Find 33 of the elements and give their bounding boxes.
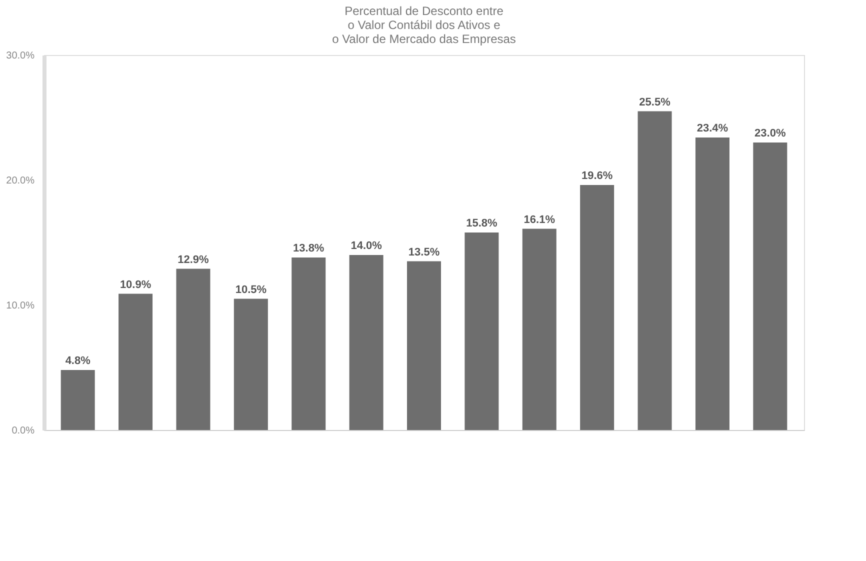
data-label: 14.0% [350,240,382,252]
y-tick-label: 0.0% [12,426,35,436]
bar [292,258,326,430]
bar [176,268,210,430]
data-label: 10.5% [235,284,267,296]
data-label: 4.8% [65,355,91,367]
text: o Valor de Mercado das Empresas [332,32,516,46]
bar [407,261,441,430]
bar [349,255,384,430]
bar [234,298,268,430]
bar [522,228,556,430]
data-label: 15.8% [466,218,498,230]
data-label: 13.5% [408,246,440,258]
data-label: 25.5% [639,96,671,108]
bar [118,294,153,430]
data-label: 13.8% [293,242,324,254]
text: o Valor Contábil dos Ativos e [348,18,500,32]
bar [464,232,499,430]
y-tick-label: 30.0% [6,50,35,62]
y-tick-label: 20.0% [6,176,35,186]
text: Percentual de Desconto entre [344,4,504,18]
data-label: 12.9% [178,254,210,266]
data-label: 10.9% [120,278,152,291]
y-tick-label: 10.0% [6,300,35,312]
bar [60,370,95,430]
bar [753,142,788,430]
data-label: 23.0% [754,128,786,140]
bar [695,138,730,430]
data-label: 19.6% [581,170,613,182]
data-label: 16.1% [524,214,556,226]
data-label: 23.4% [696,122,728,134]
bar [580,185,614,430]
bar [638,111,672,430]
